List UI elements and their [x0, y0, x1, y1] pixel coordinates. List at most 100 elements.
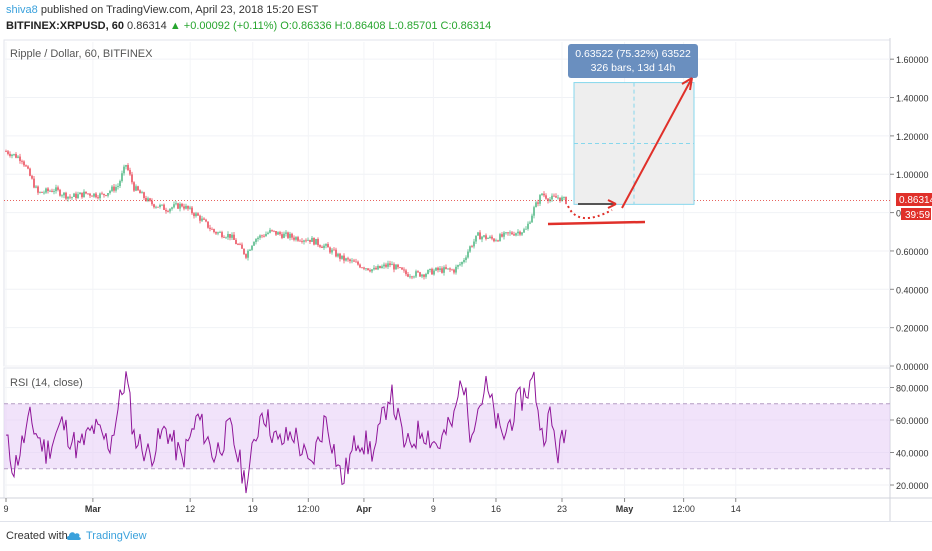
candle-body: [263, 235, 265, 237]
candle-body: [527, 223, 529, 229]
last-price-label-bg: [896, 193, 932, 206]
rsi-tick-label: 20.0000: [896, 481, 929, 491]
candle-body: [167, 211, 169, 213]
candle-body: [75, 193, 77, 199]
publish-text: published on TradingView.com, April 23, …: [40, 4, 319, 16]
candle-body: [155, 206, 157, 208]
candle-body: [235, 239, 237, 245]
candle-body: [299, 240, 301, 242]
candle-body: [363, 267, 365, 269]
time-axis[interactable]: 9 Mar 12 19 12:00 Apr 9 16 23 May 12:00 14: [3, 498, 741, 514]
candle-body: [261, 235, 263, 237]
candle-body: [165, 209, 167, 212]
candle-body: [561, 197, 563, 202]
candle-body: [383, 264, 385, 267]
symbol-line: BITFINEX:XRPUSD, 60 0.86314 ▲ +0.00092 (…: [6, 20, 491, 32]
candle-body: [183, 206, 185, 209]
candle-body: [119, 181, 121, 187]
candle-body: [541, 193, 543, 196]
candle-body: [67, 196, 69, 199]
candle-body: [213, 229, 215, 233]
candle-body: [371, 269, 373, 272]
candle-body: [141, 192, 143, 194]
price-pane[interactable]: [3, 39, 891, 367]
candle-body: [353, 260, 355, 262]
candle-body: [381, 266, 383, 269]
candle-body: [357, 261, 359, 265]
candle-body: [17, 156, 19, 158]
candle-body: [123, 166, 125, 174]
candle-body: [151, 200, 153, 205]
candle-body: [177, 203, 179, 209]
rsi-tick-label: 60.0000: [896, 416, 929, 426]
candle-body: [129, 170, 131, 175]
candle-body: [387, 263, 389, 267]
candle-body: [77, 194, 79, 199]
candle-body: [27, 166, 29, 169]
candle-body: [125, 165, 127, 167]
rsi-tick-label: 40.0000: [896, 449, 929, 459]
tradingview-brand-link[interactable]: TradingView: [86, 530, 147, 542]
candle-body: [139, 190, 141, 194]
candle-body: [441, 268, 443, 273]
candle-body: [537, 202, 539, 204]
candle-body: [13, 154, 15, 155]
candle-body: [409, 276, 411, 278]
candle-body: [425, 273, 427, 277]
candle-body: [457, 264, 459, 267]
candle-body: [393, 264, 395, 270]
candle-body: [465, 257, 467, 261]
candle-body: [59, 189, 61, 196]
candle-body: [407, 274, 409, 277]
price-tick-label: 1.40000: [896, 94, 929, 104]
candle-body: [401, 267, 403, 270]
candle-body: [79, 192, 81, 195]
candle-body: [519, 231, 521, 235]
candle-body: [509, 232, 511, 234]
candle-body: [277, 232, 279, 235]
candle-body: [215, 232, 217, 234]
candle-body: [249, 249, 251, 251]
candle-body: [133, 182, 135, 191]
candle-body: [55, 187, 57, 192]
candle-body: [463, 260, 465, 263]
rsi-axis[interactable]: 20.0000 40.0000 60.0000 80.0000: [890, 384, 929, 492]
candle-body: [43, 192, 45, 194]
time-tick-label: Apr: [356, 504, 372, 514]
candle-body: [419, 272, 421, 277]
candle-body: [301, 240, 303, 242]
candle-body: [7, 151, 9, 154]
candle-body: [403, 269, 405, 271]
candle-body: [449, 268, 451, 270]
candle-body: [331, 249, 333, 253]
candle-body: [377, 265, 379, 270]
candle-body: [131, 174, 133, 183]
candle-body: [543, 193, 545, 196]
candle-body: [135, 186, 137, 191]
candle-body: [547, 198, 549, 201]
candle-body: [217, 232, 219, 234]
author-link[interactable]: shiva8: [6, 4, 38, 16]
candle-body: [333, 249, 335, 251]
price-tick-label: 0.60000: [896, 247, 929, 257]
candle-body: [515, 233, 517, 236]
countdown-label: 39:59: [905, 210, 930, 221]
candle-body: [233, 234, 235, 240]
candle-body: [61, 195, 63, 197]
candle-body: [193, 213, 195, 217]
candle-body: [455, 266, 457, 273]
candle-body: [105, 195, 107, 196]
measure-annotation[interactable]: 0.63522 (75.32%) 63522 326 bars, 13d 14h: [568, 44, 698, 205]
candle-body: [303, 240, 305, 242]
candle-body: [523, 229, 525, 233]
candle-body: [41, 191, 43, 193]
candle-body: [399, 267, 401, 269]
candle-body: [253, 242, 255, 246]
projection-arrow: [621, 77, 693, 209]
candle-body: [83, 191, 85, 198]
candle-body: [497, 240, 499, 242]
candle-body: [257, 237, 259, 240]
last-price: 0.86314: [127, 20, 167, 32]
candle-body: [157, 206, 159, 208]
